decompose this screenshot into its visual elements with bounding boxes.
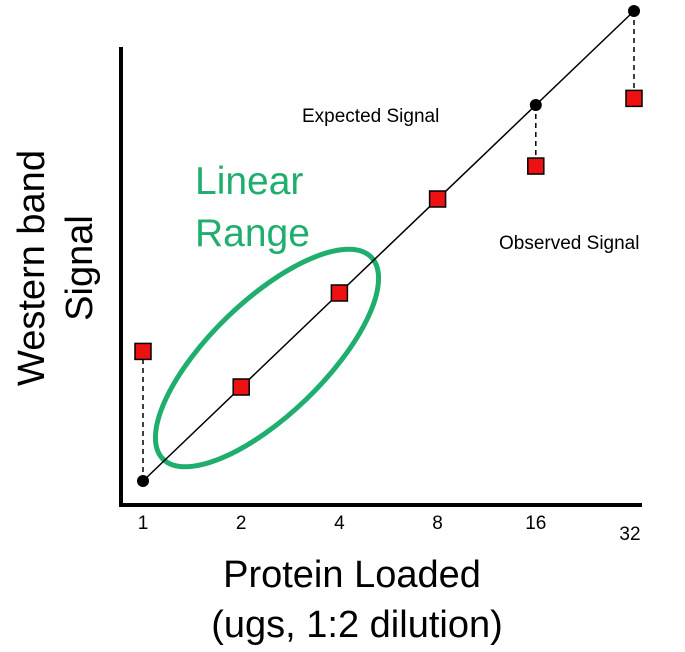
x-tick-label: 2 [236, 513, 247, 534]
expected-signal-point [137, 475, 149, 487]
x-tick-label: 32 [619, 524, 640, 545]
expected-signal-point [628, 5, 640, 17]
y-axis-title-line1: Western band [11, 150, 53, 386]
expected-signal-label: Expected Signal [302, 106, 439, 127]
x-tick-label: 1 [138, 513, 149, 534]
x-tick-label: 4 [334, 513, 345, 534]
observed-signal-point [232, 378, 250, 396]
x-axis-title-line2: (ugs, 1:2 dilution) [211, 604, 503, 646]
observed-signal-point [527, 157, 545, 175]
x-tick-label: 16 [525, 513, 546, 534]
expected-signal-trend-line [142, 10, 635, 482]
expected-signal-point [529, 99, 542, 111]
observed-signal-point [134, 342, 152, 361]
observed-signal-label: Observed Signal [499, 233, 639, 254]
linear-range-label-line2: Range [195, 212, 310, 255]
linear-range-ellipse [152, 246, 382, 470]
linear-range-label-line1: Linear [195, 160, 303, 203]
x-axis-title-line1: Protein Loaded [223, 554, 481, 596]
observed-signal-point [330, 284, 349, 302]
x-tick-label: 8 [432, 513, 443, 534]
y-axis-title-line2: Signal [59, 215, 101, 321]
observed-signal-point [428, 190, 447, 208]
observed-signal-point [625, 89, 643, 108]
